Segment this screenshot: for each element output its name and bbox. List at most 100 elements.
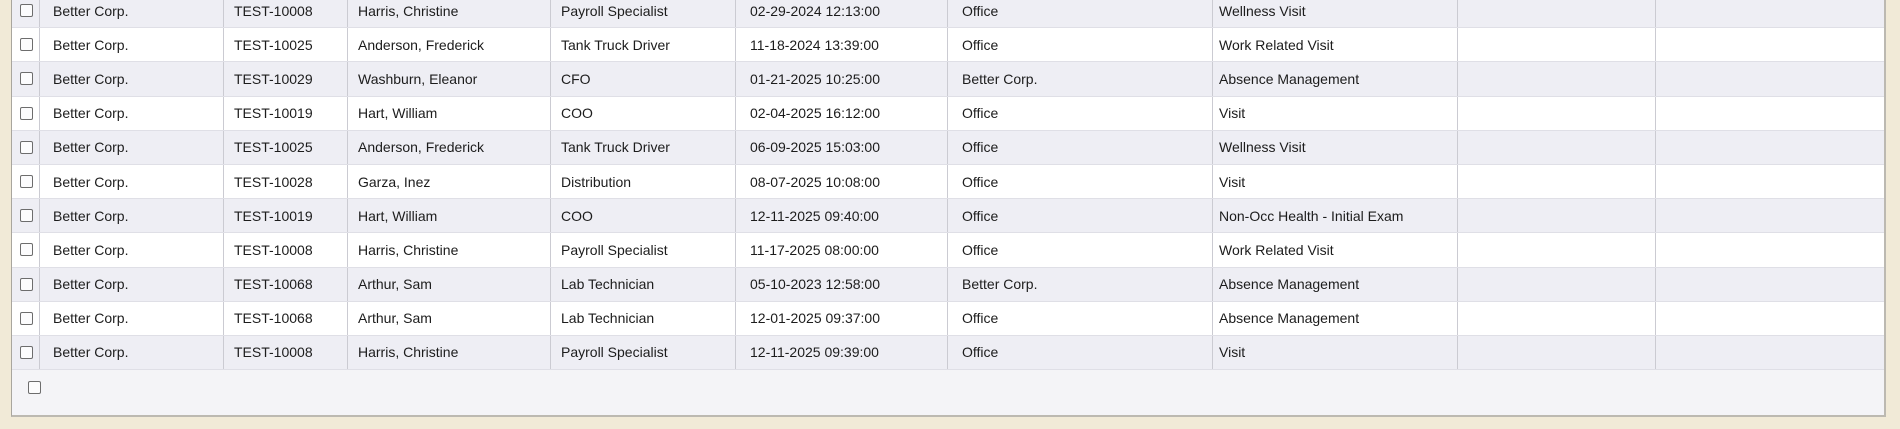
cell-employee-id: TEST-10068 [224,301,348,335]
cell-company: Better Corp. [40,62,224,96]
cell-extra-1 [1458,335,1656,370]
row-checkbox-cell [12,28,40,62]
cell-job-title: Distribution [551,164,736,199]
cell-extra-1 [1458,28,1656,62]
cell-employee-id: TEST-10028 [224,164,348,199]
cell-employee-name: Anderson, Frederick [348,130,551,164]
row-select-checkbox[interactable] [20,209,33,223]
cell-job-title: Payroll Specialist [551,233,736,267]
cell-visit-type: Visit [1213,164,1458,199]
table-row: Better Corp. TEST-10008 Harris, Christin… [12,233,1884,268]
table-row: Better Corp. TEST-10029 Washburn, Eleano… [12,62,1884,97]
row-select-checkbox[interactable] [20,72,33,86]
table-row: Better Corp. TEST-10008 Harris, Christin… [12,335,1884,371]
cell-extra-2 [1656,199,1884,232]
row-checkbox-cell [12,335,40,370]
cell-visit-type: Visit [1213,335,1458,370]
cell-employee-name: Arthur, Sam [348,301,551,335]
footer-select-checkbox[interactable] [28,381,41,395]
cell-extra-2 [1656,165,1884,198]
table-row: Better Corp. TEST-10025 Anderson, Freder… [12,28,1884,63]
cell-location: Office [948,0,1213,28]
cell-job-title: Tank Truck Driver [551,28,736,62]
cell-visit-type: Wellness Visit [1213,0,1458,28]
table-row: Better Corp. TEST-10019 Hart, William CO… [12,199,1884,234]
cell-extra-1 [1458,199,1656,233]
cell-job-title: Tank Truck Driver [551,130,736,164]
cell-employee-name: Washburn, Eleanor [348,62,551,96]
cell-visit-type: Visit [1213,96,1458,130]
cell-visit-type: Absence Management [1213,301,1458,335]
cell-visit-type: Work Related Visit [1213,28,1458,62]
cell-company: Better Corp. [40,96,224,130]
cell-employee-name: Hart, William [348,199,551,233]
cell-extra-2 [1656,233,1884,266]
cell-company: Better Corp. [40,301,224,335]
cell-extra-2 [1656,28,1884,61]
row-select-checkbox[interactable] [20,311,33,325]
cell-visit-datetime: 11-17-2025 08:00:00 [736,233,948,267]
row-checkbox-cell [12,130,40,164]
cell-visit-datetime: 11-18-2024 13:39:00 [736,28,948,62]
cell-employee-id: TEST-10008 [224,233,348,267]
cell-employee-id: TEST-10019 [224,96,348,130]
row-select-checkbox[interactable] [20,4,33,18]
cell-employee-name: Hart, William [348,96,551,130]
cell-visit-type: Work Related Visit [1213,233,1458,267]
cell-extra-2 [1656,97,1884,130]
visits-grid: Better Corp. TEST-10008 Harris, Christin… [11,0,1886,418]
table-row: Better Corp. TEST-10025 Anderson, Freder… [12,130,1884,165]
cell-job-title: Lab Technician [551,267,736,301]
row-select-checkbox[interactable] [20,345,33,359]
cell-extra-1 [1458,267,1656,301]
cell-job-title: COO [551,199,736,233]
row-select-checkbox[interactable] [20,140,33,154]
row-select-checkbox[interactable] [20,38,33,52]
table-row: Better Corp. TEST-10008 Harris, Christin… [12,0,1884,29]
cell-company: Better Corp. [40,28,224,62]
cell-company: Better Corp. [40,233,224,267]
cell-extra-1 [1458,62,1656,96]
row-select-checkbox[interactable] [20,277,33,291]
cell-location: Better Corp. [948,62,1213,96]
cell-visit-datetime: 12-01-2025 09:37:00 [736,301,948,335]
table-row: Better Corp. TEST-10068 Arthur, Sam Lab … [12,267,1884,302]
cell-company: Better Corp. [40,335,224,370]
cell-visit-datetime: 02-04-2025 16:12:00 [736,96,948,130]
cell-employee-name: Harris, Christine [348,233,551,267]
cell-employee-id: TEST-10025 [224,28,348,62]
cell-company: Better Corp. [40,199,224,233]
row-select-checkbox[interactable] [20,243,33,257]
cell-job-title: Lab Technician [551,301,736,335]
cell-employee-name: Anderson, Frederick [348,28,551,62]
row-checkbox-cell [12,0,40,28]
row-select-checkbox[interactable] [20,175,33,189]
cell-company: Better Corp. [40,267,224,301]
table-row: Better Corp. TEST-10068 Arthur, Sam Lab … [12,301,1884,336]
cell-employee-id: TEST-10019 [224,199,348,233]
cell-visit-datetime: 08-07-2025 10:08:00 [736,164,948,199]
cell-visit-type: Absence Management [1213,267,1458,301]
cell-visit-type: Wellness Visit [1213,130,1458,164]
cell-location: Office [948,199,1213,233]
cell-employee-id: TEST-10068 [224,267,348,301]
cell-employee-id: TEST-10008 [224,0,348,28]
row-select-checkbox[interactable] [20,106,33,120]
row-checkbox-cell [12,164,40,199]
cell-job-title: COO [551,96,736,130]
visits-grid-body: Better Corp. TEST-10008 Harris, Christin… [12,0,1884,371]
table-row: Better Corp. TEST-10019 Hart, William CO… [12,96,1884,131]
cell-employee-id: TEST-10008 [224,335,348,370]
cell-employee-name: Garza, Inez [348,164,551,199]
cell-employee-name: Harris, Christine [348,335,551,370]
cell-employee-name: Harris, Christine [348,0,551,28]
cell-visit-datetime: 01-21-2025 10:25:00 [736,62,948,96]
cell-visit-datetime: 06-09-2025 15:03:00 [736,130,948,164]
cell-extra-1 [1458,130,1656,164]
cell-job-title: CFO [551,62,736,96]
cell-extra-1 [1458,233,1656,267]
cell-company: Better Corp. [40,164,224,199]
cell-location: Office [948,301,1213,335]
cell-location: Better Corp. [948,267,1213,301]
cell-extra-1 [1458,301,1656,335]
